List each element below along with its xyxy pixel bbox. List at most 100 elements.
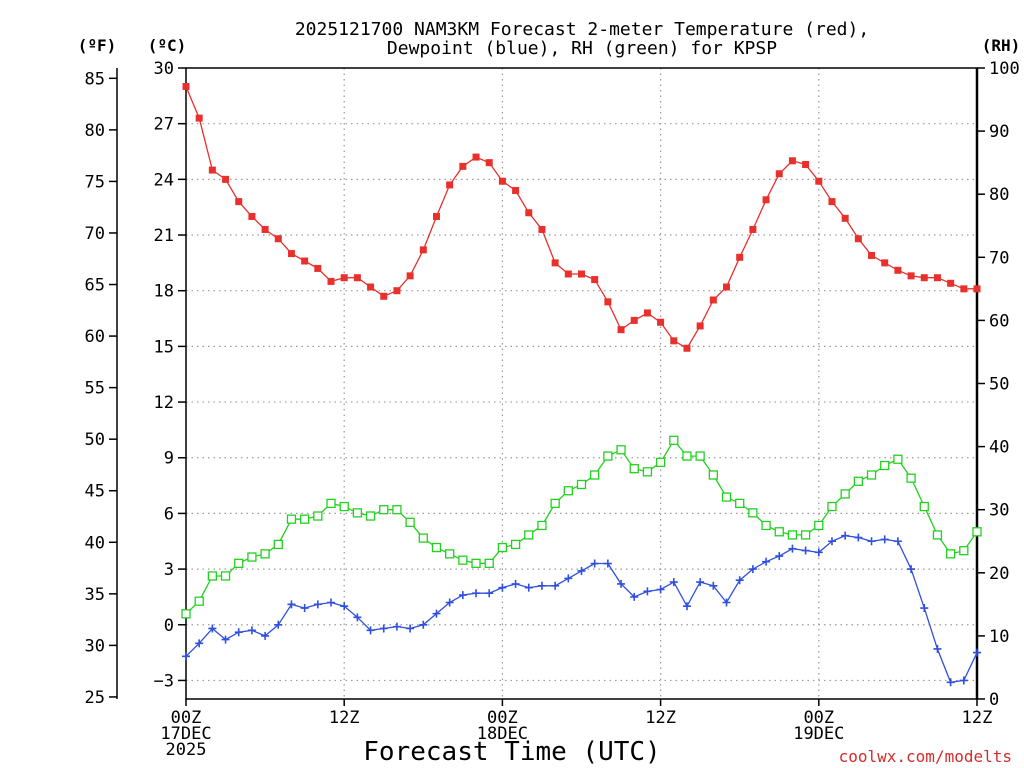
data-point (537, 520, 547, 531)
x-tick-label: 00Z (487, 708, 518, 728)
data-point (234, 558, 244, 568)
series-line (185, 439, 978, 615)
fahrenheit-tick-label: 30 (85, 636, 105, 656)
series-layer (181, 83, 982, 687)
x-tick-label: 12Z (962, 708, 993, 728)
celsius-tick-label: −3 (154, 671, 174, 691)
data-point (207, 571, 218, 581)
data-point (578, 270, 585, 278)
fahrenheit-tick-label: 55 (85, 379, 105, 399)
data-point (933, 274, 941, 282)
fahrenheit-axis-unit: (ºF) (78, 36, 117, 55)
rh-tick-label: 100 (989, 59, 1020, 79)
celsius-axis-unit: (ºC) (148, 36, 187, 55)
data-point (920, 604, 929, 613)
data-point (340, 602, 349, 611)
data-point (906, 473, 916, 483)
fahrenheit-tick-label: 35 (85, 585, 105, 605)
fahrenheit-tick-label: 65 (85, 276, 105, 296)
celsius-tick-label: 9 (164, 449, 174, 469)
data-point (960, 285, 968, 293)
data-point (484, 558, 494, 568)
data-point (801, 546, 810, 555)
data-point (775, 170, 783, 178)
data-point (353, 274, 361, 282)
x-axis-label: Forecast Time (UTC) (363, 737, 660, 767)
data-point (590, 559, 599, 568)
celsius-tick-label: 18 (154, 282, 174, 302)
data-point (524, 583, 533, 592)
data-point (538, 225, 546, 233)
rh-tick-label: 20 (989, 564, 1009, 584)
data-point (392, 505, 402, 515)
data-point (603, 559, 612, 568)
data-point (274, 620, 283, 629)
data-point (222, 175, 230, 183)
data-point (670, 337, 678, 345)
data-point (853, 476, 863, 486)
data-point (788, 157, 796, 165)
data-point (446, 181, 454, 189)
data-point (656, 585, 665, 594)
data-point (248, 212, 256, 220)
data-point (418, 533, 428, 543)
data-point (551, 581, 560, 590)
data-point (445, 549, 455, 559)
celsius-tick-label: 27 (154, 115, 174, 135)
data-point (485, 159, 493, 167)
data-point (286, 514, 297, 524)
rh-tick-label: 30 (989, 501, 1009, 521)
data-point (695, 451, 705, 461)
data-point (274, 235, 282, 243)
fahrenheit-tick-label: 45 (85, 482, 105, 502)
data-point (576, 479, 587, 490)
data-point (881, 259, 889, 267)
data-point (313, 511, 323, 521)
data-point (933, 644, 942, 653)
grid-layer (186, 68, 977, 699)
data-point (696, 578, 705, 587)
data-point (748, 508, 758, 518)
data-point (893, 537, 902, 546)
fahrenheit-tick-label: 75 (85, 172, 105, 192)
celsius-tick-label: 21 (154, 226, 174, 246)
rh-tick-label: 60 (989, 311, 1009, 331)
data-point (208, 624, 217, 633)
data-point (643, 587, 652, 596)
rh-tick-label: 80 (989, 185, 1009, 205)
celsius-tick-label: 0 (164, 616, 174, 636)
data-point (868, 251, 876, 259)
rh-tick-label: 50 (989, 375, 1009, 395)
data-point (815, 177, 823, 185)
data-point (655, 457, 666, 468)
data-point (366, 626, 375, 635)
data-point (314, 264, 322, 272)
data-point (195, 639, 204, 648)
data-point (564, 270, 572, 278)
rh-tick-label: 90 (989, 122, 1009, 142)
data-point (802, 161, 810, 169)
data-point (300, 604, 309, 613)
data-point (722, 598, 731, 607)
data-point (393, 287, 401, 295)
celsius-tick-label: 15 (154, 337, 174, 357)
data-point (788, 544, 797, 553)
data-point (590, 470, 600, 480)
data-point (287, 250, 295, 258)
rh-tick-label: 70 (989, 248, 1009, 268)
celsius-tick-label: 30 (154, 59, 174, 79)
data-point (299, 514, 310, 524)
x-tick-label: 2025 (166, 740, 207, 760)
data-point (472, 589, 481, 598)
data-point (459, 162, 467, 170)
data-point (406, 624, 415, 633)
data-point (603, 451, 613, 461)
rh-tick-label: 0 (989, 690, 999, 710)
data-point (485, 589, 494, 598)
source-credit: coolwx.com/modelts (839, 747, 1012, 766)
data-point (854, 235, 862, 243)
data-point (709, 581, 718, 590)
series-line (185, 86, 977, 350)
data-point (643, 309, 651, 317)
